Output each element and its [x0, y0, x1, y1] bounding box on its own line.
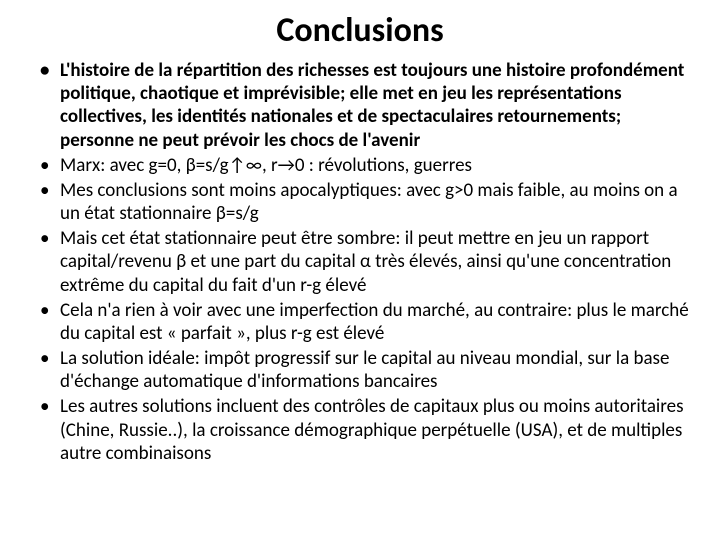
- list-item: Mes conclusions sont moins apocalyptique…: [60, 179, 690, 225]
- slide-title: Conclusions: [30, 10, 690, 51]
- list-item: La solution idéale: impôt progressif sur…: [60, 347, 690, 393]
- list-item: Marx: avec g=0, β=s/g↑∞, r→0 : révolutio…: [60, 154, 690, 177]
- list-item: Mais cet état stationnaire peut être som…: [60, 227, 690, 297]
- list-item: Cela n'a rien à voir avec une imperfecti…: [60, 299, 690, 345]
- slide: Conclusions L'histoire de la répartition…: [0, 0, 720, 540]
- list-item: Les autres solutions incluent des contrô…: [60, 395, 690, 465]
- bullet-list: L'histoire de la répartition des richess…: [30, 59, 690, 465]
- list-item: L'histoire de la répartition des richess…: [60, 59, 690, 152]
